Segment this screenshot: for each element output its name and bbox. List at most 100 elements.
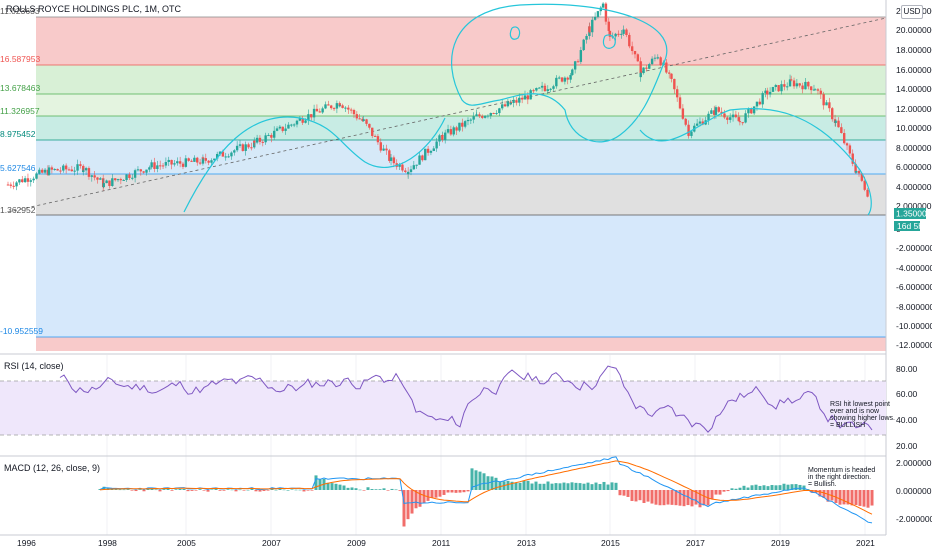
macd-histogram-bar <box>842 490 846 505</box>
candle-body <box>187 158 190 161</box>
candle-body <box>161 165 165 167</box>
candle-body <box>421 155 424 161</box>
candle-body <box>338 105 341 107</box>
candle-body <box>785 86 789 88</box>
price-tick: -8.000000 <box>896 302 932 312</box>
candle-body <box>365 119 368 124</box>
candle-body <box>18 179 21 183</box>
candle-body <box>828 102 831 109</box>
candle-body <box>90 175 93 177</box>
candle-body <box>87 168 91 177</box>
macd-histogram-bar <box>642 490 646 503</box>
macd-histogram-bar <box>606 484 610 490</box>
candle-body <box>224 156 227 158</box>
candle-body <box>318 111 321 113</box>
candle-body <box>329 105 333 109</box>
macd-histogram-bar <box>418 490 422 507</box>
price-tick: -6.000000 <box>896 282 932 292</box>
macd-histogram-bar <box>314 475 318 490</box>
price-tick: -10.000000 <box>896 321 932 331</box>
candle-body <box>349 109 353 111</box>
macd-histogram-bar <box>298 489 302 491</box>
current-price-label: 1.350000 16d 5h <box>894 208 932 231</box>
price-candles <box>6 2 869 198</box>
candle-body <box>99 178 102 180</box>
macd-histogram-bar <box>834 490 838 504</box>
hand-drawn-annotations[interactable] <box>183 3 872 216</box>
macd-histogram-bar <box>354 488 358 490</box>
macd-pane[interactable]: MACD (12, 26, close, 9) 2.000000 0.00000… <box>4 456 932 527</box>
candle-body <box>569 74 572 80</box>
price-tick: -4.000000 <box>896 263 932 273</box>
candle-body <box>489 113 492 116</box>
macd-legend: MACD (12, 26, close, 9) <box>4 463 100 473</box>
candle-body <box>707 113 710 121</box>
macd-histogram-bar <box>798 484 802 490</box>
candle-body <box>373 135 377 137</box>
rsi-pane[interactable]: RSI (14, close) 80.00 60.00 40.00 20.00 … <box>0 361 918 451</box>
macd-histogram-bar <box>102 486 106 490</box>
candle-body <box>607 21 610 31</box>
macd-histogram-bar <box>506 480 510 490</box>
macd-histogram-bar <box>474 470 478 490</box>
macd-histogram-bar <box>690 490 694 507</box>
candle-body <box>406 172 410 175</box>
candle-body <box>327 104 330 106</box>
candle-body <box>744 113 747 123</box>
candle-body <box>571 69 574 75</box>
macd-histogram-bar <box>530 483 534 490</box>
price-tick: -12.000000 <box>896 340 932 350</box>
candle-body <box>461 122 464 127</box>
candle-body <box>807 81 810 87</box>
macd-histogram-bar <box>654 490 658 505</box>
candle-body <box>789 79 793 81</box>
currency-button[interactable]: USD <box>901 5 923 19</box>
macd-histogram-bar <box>334 483 338 490</box>
candle-body <box>845 143 849 146</box>
candle-body <box>825 102 828 106</box>
time-tick: 2019 <box>771 538 790 548</box>
candle-body <box>678 97 682 109</box>
rsi-tick: 60.00 <box>896 389 918 399</box>
macd-histogram-bar <box>226 489 230 490</box>
candle-body <box>438 135 441 142</box>
macd-histogram-bar <box>862 490 866 507</box>
macd-histogram-bar <box>294 489 298 491</box>
macd-histogram-bar <box>366 487 370 490</box>
time-axis[interactable]: 1996 1998 2005 2007 2009 2011 2013 2015 … <box>17 538 875 548</box>
candle-body <box>481 116 484 118</box>
macd-histogram-bar <box>146 488 150 490</box>
macd-histogram-bar <box>198 489 202 490</box>
macd-histogram-bar <box>810 490 814 493</box>
candle-body <box>409 169 413 173</box>
candle-body <box>253 140 256 143</box>
macd-histogram-bar <box>282 489 286 491</box>
macd-histogram-bar <box>202 490 206 491</box>
macd-histogram-bar <box>526 480 530 490</box>
macd-histogram-bar <box>162 489 166 490</box>
macd-histogram-bar <box>482 473 486 490</box>
candle-body <box>173 163 176 165</box>
candle-body <box>324 104 327 109</box>
candle-body <box>588 26 591 33</box>
macd-histogram-bar <box>246 489 250 491</box>
macd-histogram-bar <box>290 489 294 490</box>
macd-tick: 0.000000 <box>896 486 932 496</box>
candle-body <box>344 107 347 109</box>
candle-body <box>518 97 521 103</box>
candle-body <box>267 135 270 137</box>
candle-body <box>535 87 538 91</box>
candle-body <box>695 123 699 126</box>
price-tick: 20.000000 <box>896 25 932 35</box>
candle-body <box>840 127 843 134</box>
candle-body <box>198 162 202 164</box>
candle-body <box>429 150 433 153</box>
price-axis[interactable]: 22.000000 20.000000 18.000000 16.000000 … <box>896 6 932 350</box>
macd-histogram-bar <box>342 485 346 490</box>
macd-histogram-bar <box>458 490 462 493</box>
fib-label: 11.023633 <box>0 6 40 16</box>
macd-histogram-bar <box>850 490 854 506</box>
candle-body <box>755 101 759 107</box>
candle-body <box>523 95 527 100</box>
